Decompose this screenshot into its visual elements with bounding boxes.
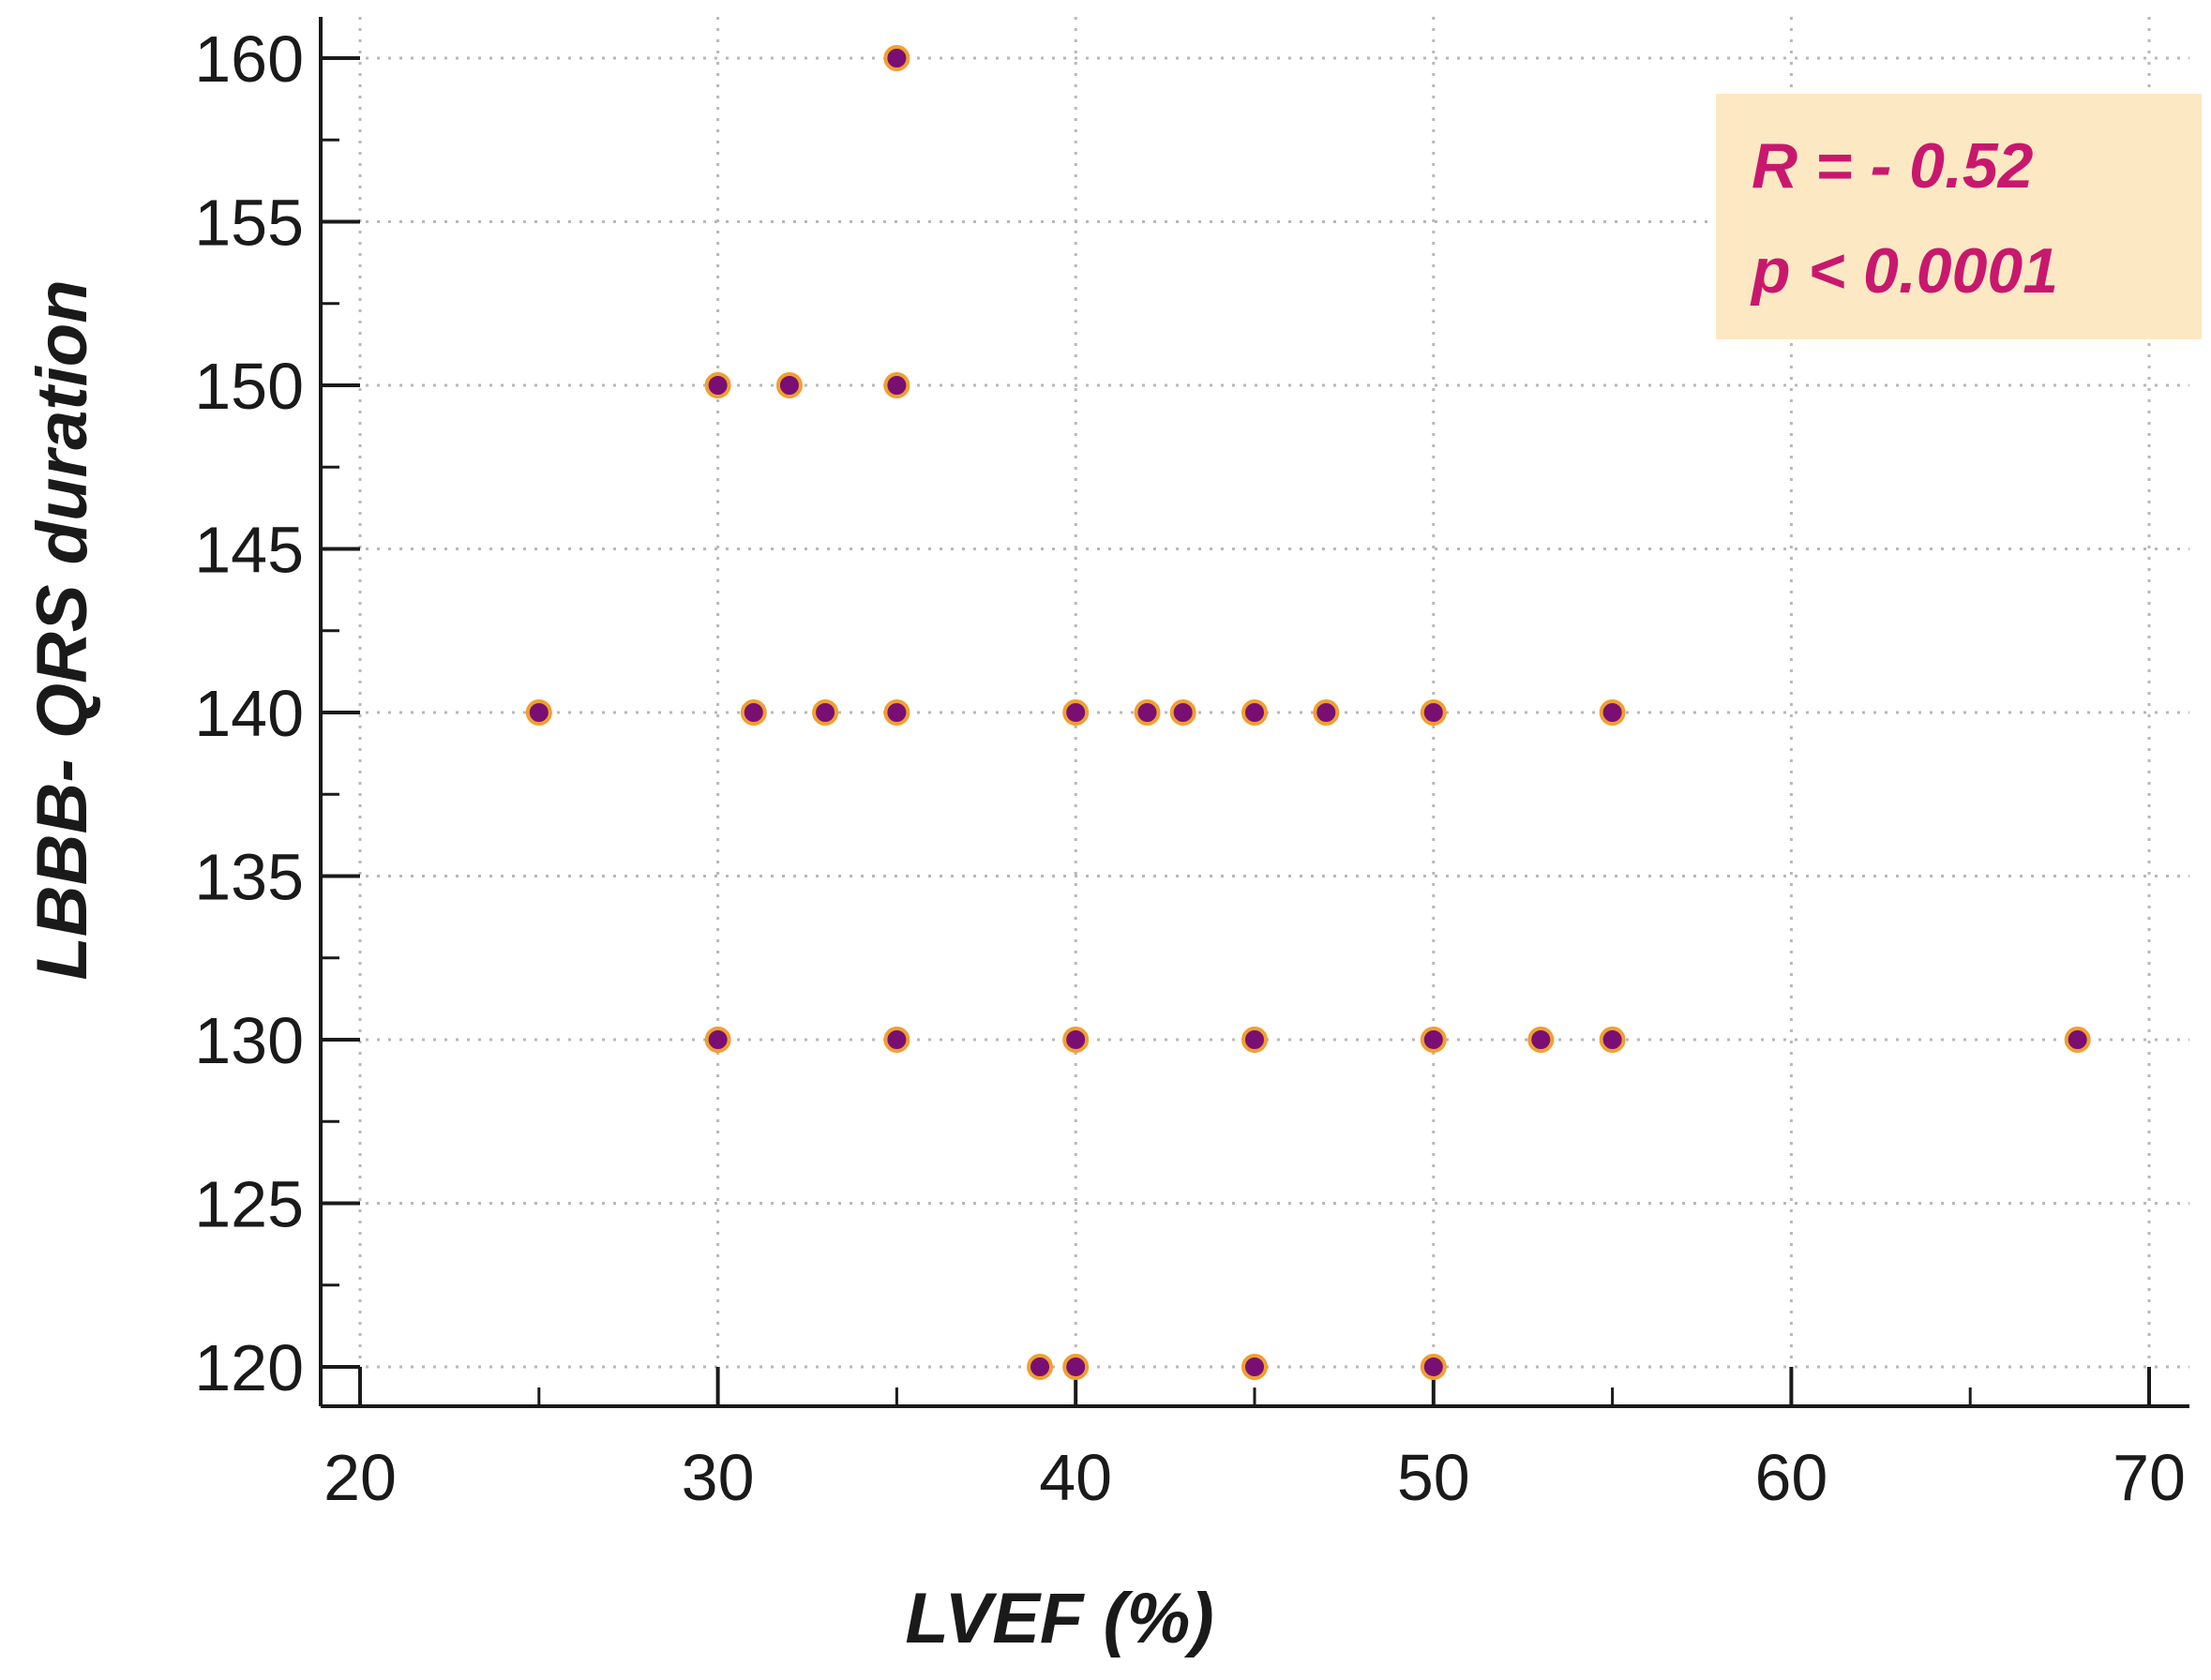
x-tick-label: 60 — [1754, 1441, 1827, 1514]
y-tick-label: 160 — [194, 22, 304, 96]
stats-annotation: R = - 0.52 p < 0.0001 — [1716, 94, 2202, 339]
data-point — [775, 372, 803, 398]
x-tick-label: 50 — [1397, 1441, 1470, 1514]
y-tick-label: 150 — [194, 350, 304, 423]
x-tick-label: 70 — [2113, 1441, 2186, 1514]
data-point — [1027, 1354, 1054, 1380]
data-point — [883, 699, 910, 726]
data-point — [1599, 1027, 1626, 1053]
annotation-box — [1716, 94, 2202, 339]
data-point — [740, 699, 767, 726]
data-point — [883, 1027, 910, 1053]
data-point — [1241, 1354, 1268, 1380]
y-tick-label: 140 — [194, 677, 304, 750]
data-point — [1599, 699, 1626, 726]
data-point — [883, 372, 910, 398]
x-tick-label: 30 — [682, 1441, 755, 1514]
data-point — [2064, 1027, 2091, 1053]
data-point — [1062, 699, 1090, 726]
data-point — [1062, 1027, 1090, 1053]
data-point — [1313, 699, 1340, 726]
data-point — [1169, 699, 1196, 726]
y-tick-label: 125 — [194, 1168, 304, 1241]
data-point — [704, 372, 731, 398]
data-points — [525, 45, 2091, 1380]
x-tick-label: 40 — [1039, 1441, 1112, 1514]
data-point — [1134, 699, 1161, 726]
data-point — [1527, 1027, 1555, 1053]
axes — [319, 17, 2189, 1408]
data-point — [883, 45, 910, 71]
data-point — [1420, 1354, 1447, 1380]
tick-labels: 120 125 130 135 140 145 150 155 160 20 30 40 50 60 70 — [194, 22, 2186, 1514]
y-axis-title: LBBB- QRS duration — [23, 279, 102, 980]
data-point — [704, 1027, 731, 1053]
data-point — [525, 699, 552, 726]
annotation-p-value: p < 0.0001 — [1750, 235, 2058, 307]
data-point — [1241, 699, 1268, 726]
annotation-r-value: R = - 0.52 — [1752, 130, 2034, 202]
data-point — [812, 699, 839, 726]
data-point — [1420, 699, 1447, 726]
y-tick-label: 145 — [194, 514, 304, 587]
y-tick-label: 120 — [194, 1331, 304, 1404]
y-tick-label: 130 — [194, 1004, 304, 1077]
x-tick-label: 20 — [323, 1441, 397, 1514]
x-axis-title: LVEF (%) — [905, 1579, 1213, 1658]
data-point — [1241, 1027, 1268, 1053]
data-point — [1062, 1354, 1090, 1380]
y-tick-label: 135 — [194, 841, 304, 914]
y-tick-label: 155 — [194, 187, 304, 260]
data-point — [1420, 1027, 1447, 1053]
